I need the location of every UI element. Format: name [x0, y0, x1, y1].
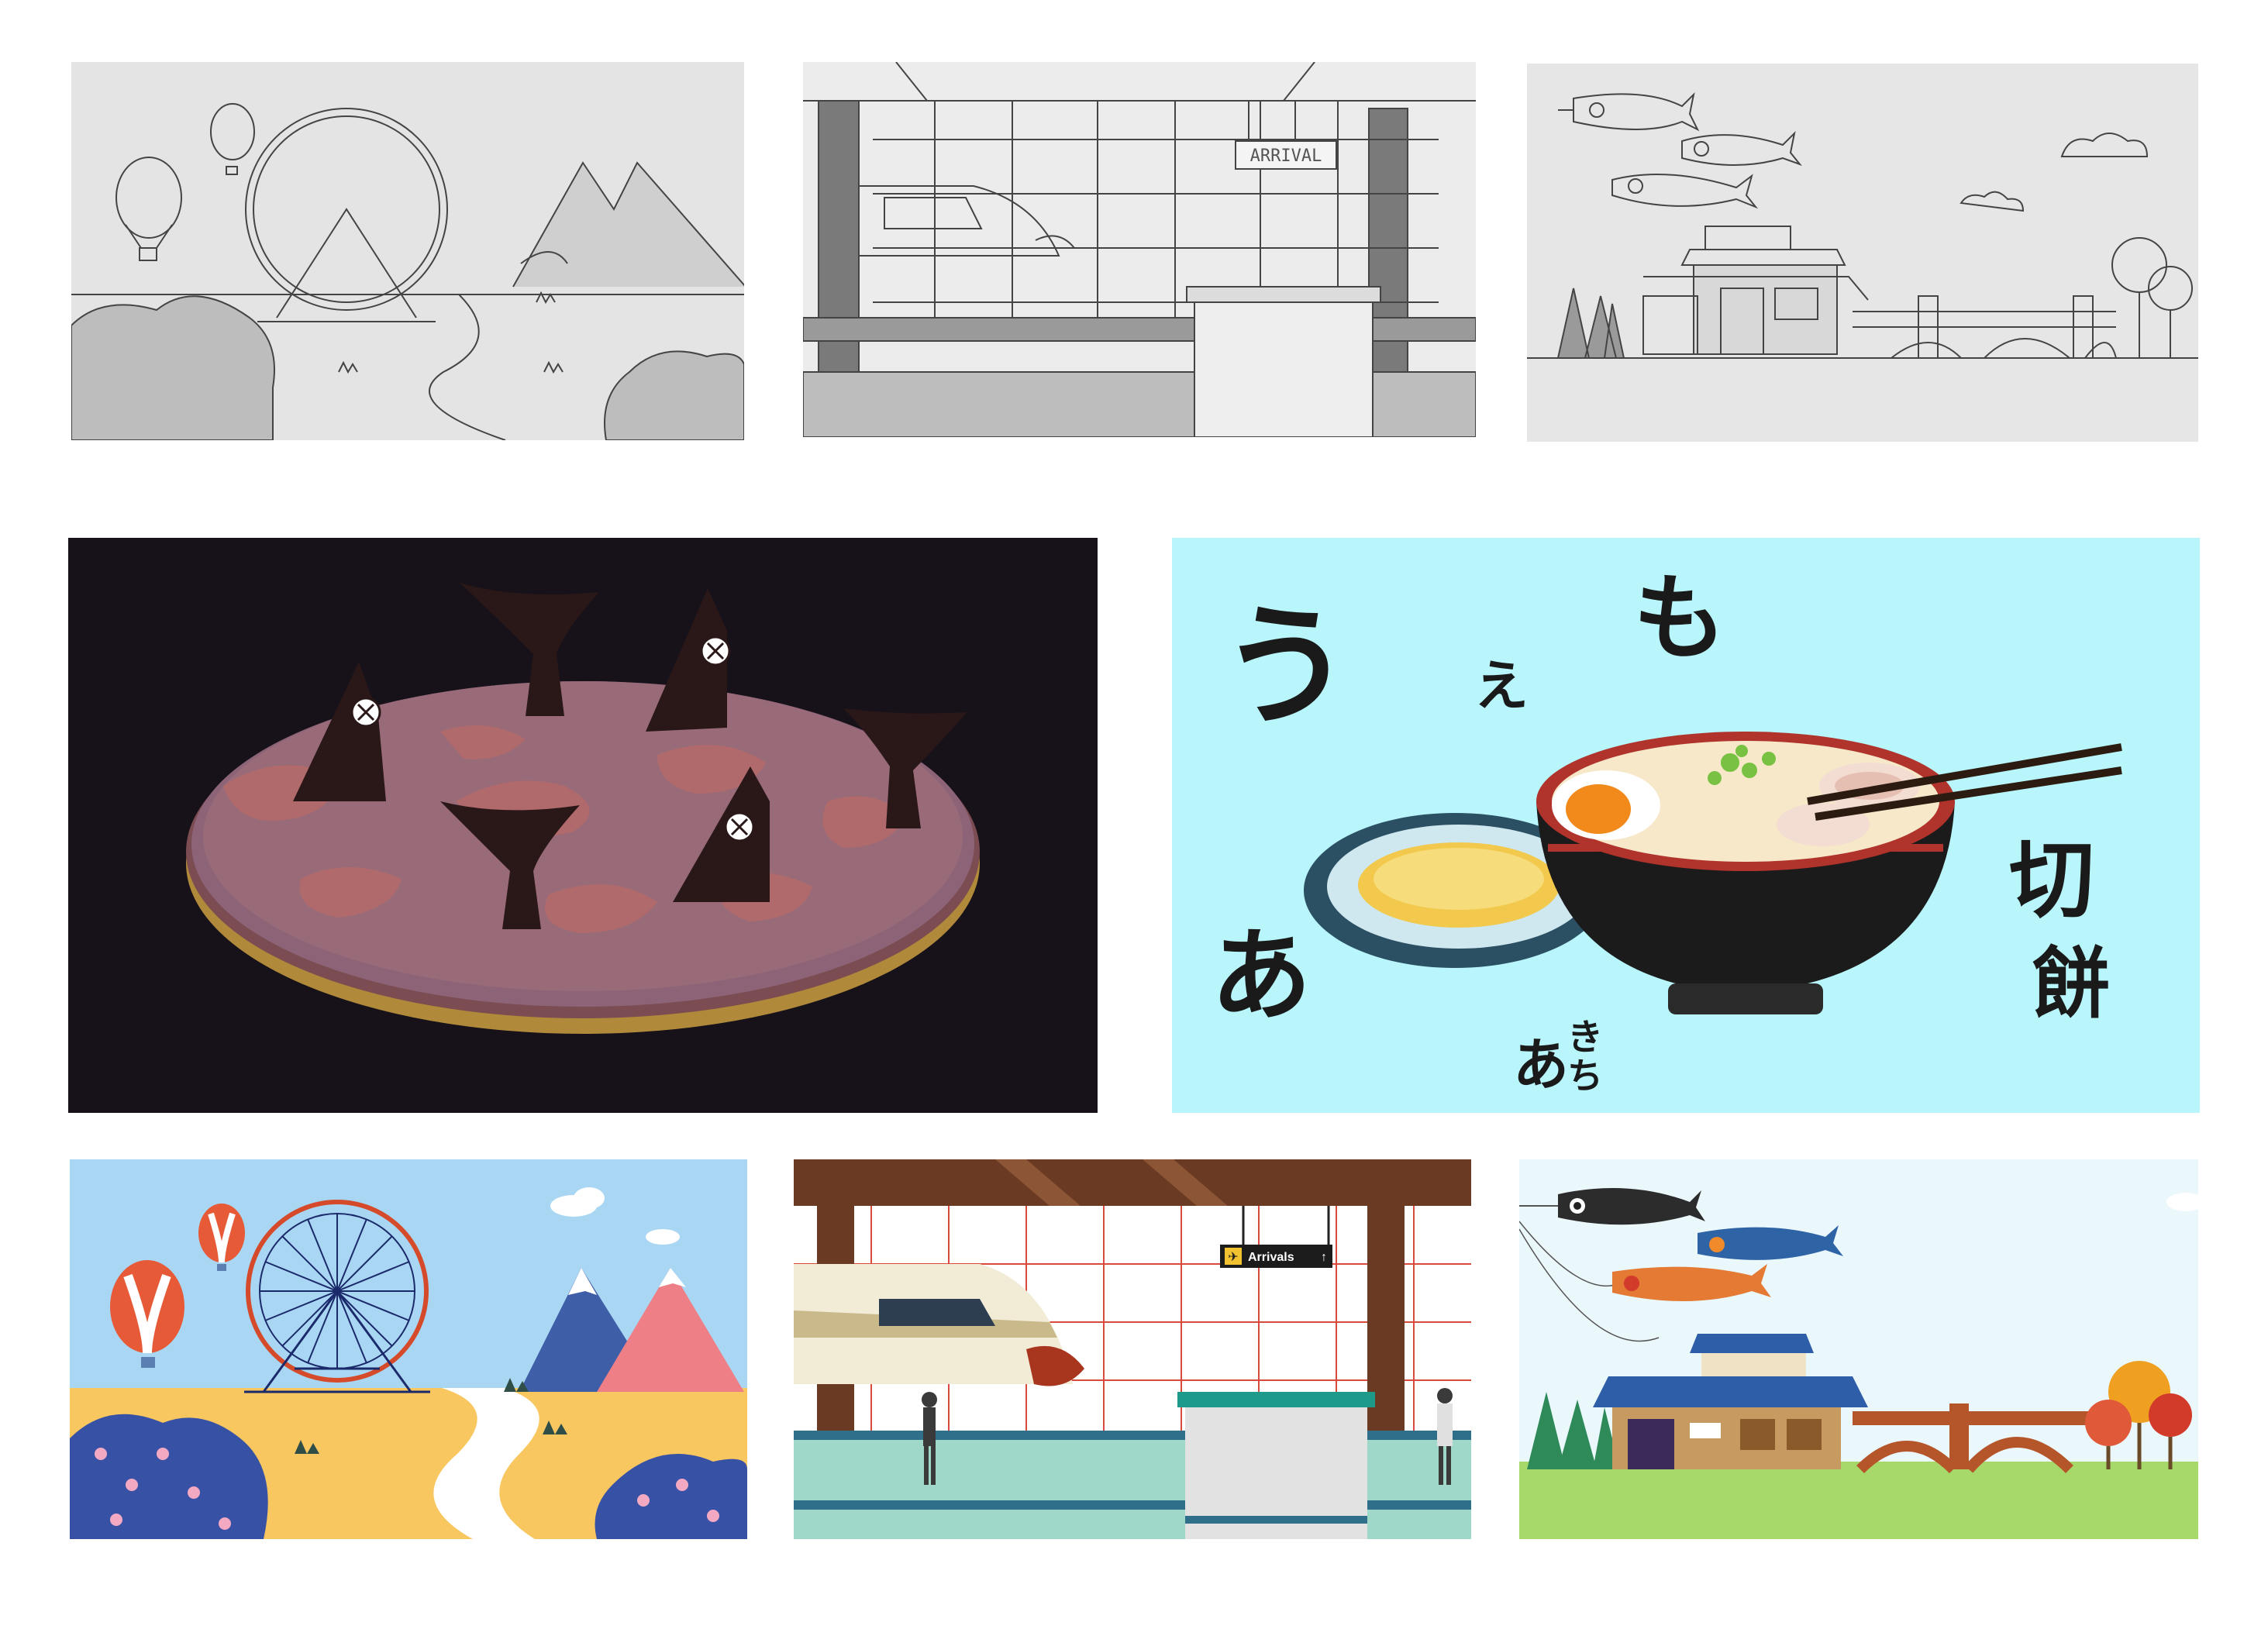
ramen-illustration-panel: う え も あ あ き ち 切 餅 [1172, 538, 2200, 1113]
chopsticks-icon [1807, 743, 2122, 821]
color-ferris-wheel-panel [70, 1159, 747, 1539]
color-village-panel [1519, 1159, 2198, 1539]
koinobori-icon [1558, 1188, 1705, 1225]
sketch-ferris-wheel-panel [71, 62, 744, 440]
color-station-drawing: ✈ Arrivals ↑ [794, 1159, 1471, 1539]
sketch-station-panel: ARRIVAL [803, 62, 1476, 437]
pizza-drawing [68, 538, 1098, 1113]
sketch-village-panel [1527, 64, 2198, 442]
pizza-illustration-panel [68, 538, 1098, 1113]
sketch-station-drawing: ARRIVAL [803, 62, 1476, 437]
arrival-sign-text: ARRIVAL [1250, 146, 1322, 166]
train-icon [794, 1264, 1084, 1386]
arrivals-sign: ✈ Arrivals ↑ [1220, 1245, 1332, 1268]
glyph-mo: も [1633, 563, 1726, 673]
sketch-ferris-wheel-drawing [71, 62, 744, 440]
mountain-icon [519, 1268, 744, 1392]
glyph-mochi-kanji: 餅 [2032, 938, 2110, 1029]
ramen-drawing: う え も あ あ き ち 切 餅 [1172, 538, 2200, 1113]
glyph-e: え [1474, 653, 1529, 718]
hot-air-balloon-icon [110, 1260, 184, 1368]
sketch-village-drawing [1527, 64, 2198, 442]
color-ferris-wheel-drawing [70, 1159, 747, 1539]
color-station-panel: ✈ Arrivals ↑ [794, 1159, 1471, 1539]
glyph-a: あ [1211, 916, 1312, 1035]
color-village-drawing [1519, 1159, 2198, 1539]
glyph-kiri: 切 [2009, 830, 2094, 930]
glyph-u: う [1220, 589, 1352, 744]
arrivals-sign-text: Arrivals [1248, 1251, 1294, 1264]
arrow-up-icon: ↑ [1321, 1251, 1327, 1264]
ferris-wheel-icon [244, 1200, 430, 1393]
glyph-amochi-a: あ [1513, 1031, 1569, 1097]
glyph-amochi-ki: き [1567, 1016, 1603, 1058]
glyph-amochi-chi: ち [1567, 1055, 1603, 1097]
airplane-icon: ✈ [1228, 1249, 1238, 1264]
